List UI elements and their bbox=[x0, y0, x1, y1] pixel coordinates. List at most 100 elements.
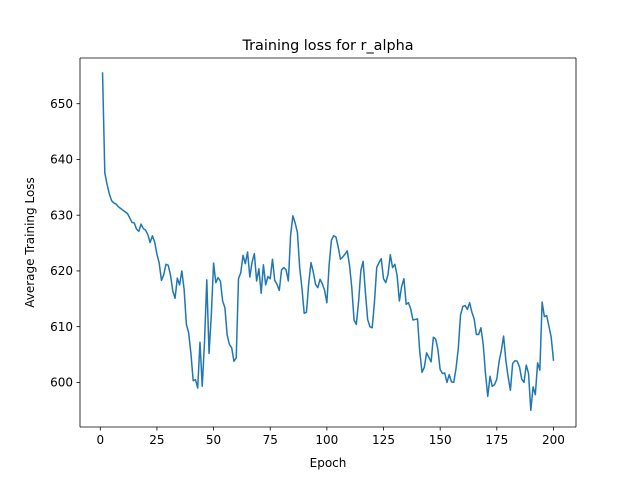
data-point bbox=[274, 279, 276, 281]
data-point bbox=[190, 352, 192, 354]
data-point bbox=[396, 274, 398, 276]
data-point bbox=[101, 72, 103, 74]
data-point bbox=[552, 359, 554, 361]
data-point bbox=[246, 251, 248, 253]
data-point bbox=[208, 352, 210, 354]
data-point bbox=[378, 261, 380, 263]
data-point bbox=[119, 207, 121, 209]
data-point bbox=[106, 183, 108, 185]
data-point bbox=[364, 291, 366, 293]
data-point bbox=[457, 347, 459, 349]
data-point bbox=[473, 318, 475, 320]
data-point bbox=[514, 359, 516, 361]
data-point bbox=[169, 274, 171, 276]
data-point bbox=[122, 209, 124, 211]
data-point bbox=[224, 307, 226, 309]
x-tick-label: 50 bbox=[206, 433, 221, 447]
data-point bbox=[172, 290, 174, 292]
data-point bbox=[267, 275, 269, 277]
data-point bbox=[380, 257, 382, 259]
data-point bbox=[244, 262, 246, 264]
data-point bbox=[140, 223, 142, 225]
data-point bbox=[285, 269, 287, 271]
data-point bbox=[215, 281, 217, 283]
x-tick-label: 125 bbox=[372, 433, 395, 447]
data-point bbox=[201, 385, 203, 387]
data-point bbox=[321, 283, 323, 285]
data-point bbox=[167, 264, 169, 266]
data-point bbox=[373, 301, 375, 303]
data-point bbox=[360, 269, 362, 271]
data-point bbox=[231, 347, 233, 349]
data-point bbox=[287, 280, 289, 282]
data-point bbox=[468, 302, 470, 304]
y-tick-label: 620 bbox=[50, 264, 73, 278]
data-point bbox=[403, 278, 405, 280]
data-point bbox=[235, 357, 237, 359]
data-point bbox=[104, 172, 106, 174]
x-tick-label: 150 bbox=[429, 433, 452, 447]
data-point bbox=[199, 341, 201, 343]
data-point bbox=[310, 261, 312, 263]
data-point bbox=[351, 286, 353, 288]
data-point bbox=[305, 311, 307, 313]
data-point bbox=[530, 409, 532, 411]
data-point bbox=[185, 323, 187, 325]
data-point bbox=[217, 276, 219, 278]
data-point bbox=[487, 395, 489, 397]
data-point bbox=[158, 262, 160, 264]
data-point bbox=[194, 378, 196, 380]
data-point bbox=[430, 361, 432, 363]
x-tick-label: 175 bbox=[485, 433, 508, 447]
data-point bbox=[178, 284, 180, 286]
data-point bbox=[280, 269, 282, 271]
data-point bbox=[443, 372, 445, 374]
data-point bbox=[385, 281, 387, 283]
data-point bbox=[348, 264, 350, 266]
data-point bbox=[317, 286, 319, 288]
data-point bbox=[425, 352, 427, 354]
data-point bbox=[439, 368, 441, 370]
data-point bbox=[147, 234, 149, 236]
data-point bbox=[539, 369, 541, 371]
data-point bbox=[296, 231, 298, 233]
data-point bbox=[480, 327, 482, 329]
data-point bbox=[423, 366, 425, 368]
data-point bbox=[126, 212, 128, 214]
data-point bbox=[516, 360, 518, 362]
data-point bbox=[228, 343, 230, 345]
data-point bbox=[462, 305, 464, 307]
data-point bbox=[434, 338, 436, 340]
data-point bbox=[133, 222, 135, 224]
data-point bbox=[174, 297, 176, 299]
data-point bbox=[253, 252, 255, 254]
data-point bbox=[398, 300, 400, 302]
data-point bbox=[548, 325, 550, 327]
data-point bbox=[477, 333, 479, 335]
data-point bbox=[251, 261, 253, 263]
data-point bbox=[301, 287, 303, 289]
data-point bbox=[389, 254, 391, 256]
data-point bbox=[466, 308, 468, 310]
data-point bbox=[453, 381, 455, 383]
data-point bbox=[416, 318, 418, 320]
data-point bbox=[482, 343, 484, 345]
data-point bbox=[500, 349, 502, 351]
data-point bbox=[366, 318, 368, 320]
data-point bbox=[115, 203, 117, 205]
data-point bbox=[507, 376, 509, 378]
data-point bbox=[278, 289, 280, 291]
x-axis-label: Epoch bbox=[310, 456, 347, 470]
data-point bbox=[376, 266, 378, 268]
data-point bbox=[151, 235, 153, 237]
data-point bbox=[326, 302, 328, 304]
y-tick-label: 600 bbox=[50, 376, 73, 390]
data-point bbox=[212, 262, 214, 264]
data-point bbox=[536, 362, 538, 364]
data-point bbox=[450, 381, 452, 383]
data-point bbox=[183, 288, 185, 290]
data-point bbox=[342, 256, 344, 258]
y-tick-label: 630 bbox=[50, 208, 73, 222]
data-point bbox=[523, 381, 525, 383]
